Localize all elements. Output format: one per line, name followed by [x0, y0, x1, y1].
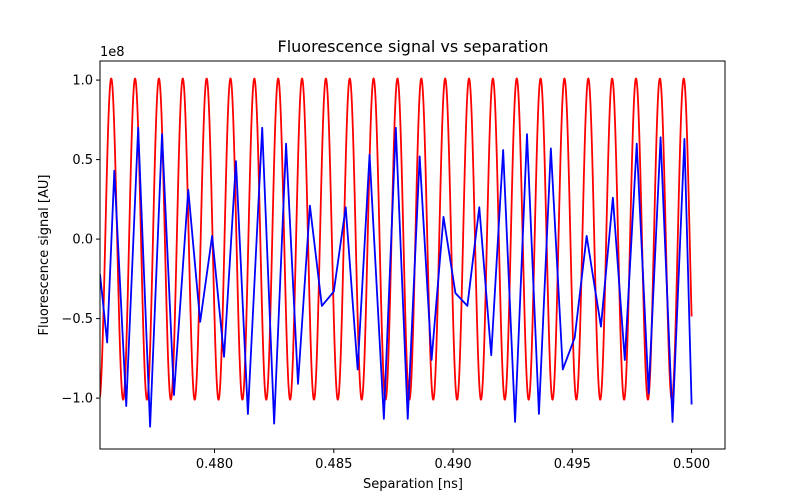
y-tick-label: −0.5 — [61, 312, 93, 327]
series-line-2 — [100, 126, 693, 428]
chart-title: Fluorescence signal vs separation — [278, 37, 549, 56]
x-tick-label: 0.500 — [673, 457, 710, 472]
x-axis: 0.480 0.485 0.490 0.495 0.500 — [196, 449, 710, 472]
y-tick-label: 0.0 — [72, 233, 93, 248]
plot-frame — [99, 60, 726, 450]
y-tick-label: 1.0 — [72, 74, 93, 89]
y-offset-text: 1e8 — [100, 45, 125, 60]
x-axis-label: Separation [ns] — [363, 477, 463, 492]
series-line-1 — [100, 77, 693, 401]
x-tick-label: 0.490 — [434, 457, 471, 472]
y-axis: 1.0 0.5 0.0 −0.5 −1.0 — [61, 74, 100, 407]
y-tick-label: 0.5 — [72, 153, 93, 168]
x-tick-label: 0.485 — [315, 457, 352, 472]
y-axis-label: Fluorescence signal [AU] — [37, 175, 52, 336]
y-tick-label: −1.0 — [61, 392, 93, 407]
x-tick-label: 0.480 — [196, 457, 233, 472]
x-tick-label: 0.495 — [554, 457, 591, 472]
